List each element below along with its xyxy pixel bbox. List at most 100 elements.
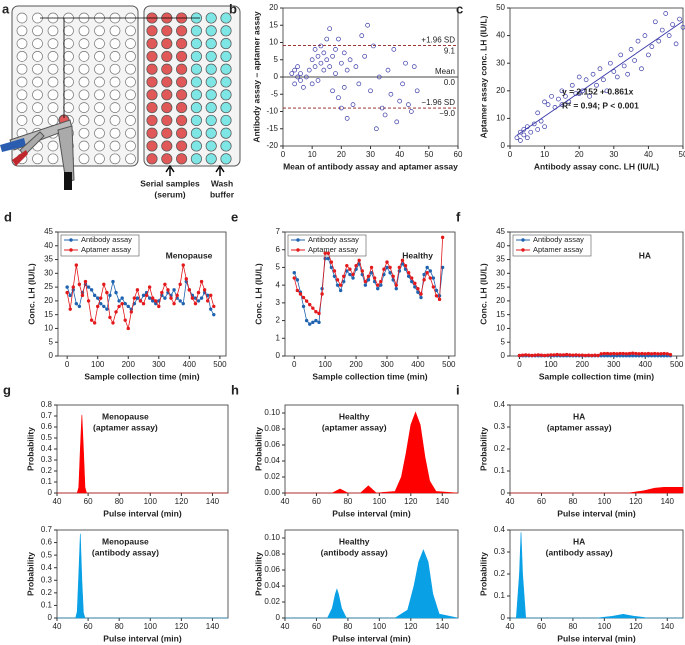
data-point bbox=[308, 322, 312, 326]
data-point bbox=[568, 353, 572, 357]
diagram-label: Wash bbox=[211, 178, 233, 188]
data-point bbox=[77, 282, 82, 287]
data-point bbox=[630, 351, 635, 355]
data-point bbox=[542, 353, 547, 358]
x-tick-label: 100 bbox=[544, 360, 558, 369]
data-point bbox=[102, 304, 106, 309]
well bbox=[146, 63, 158, 75]
data-point bbox=[120, 301, 124, 306]
chart-title: Menopause bbox=[102, 411, 149, 421]
data-point bbox=[129, 310, 134, 314]
well bbox=[47, 63, 59, 75]
data-point bbox=[416, 290, 420, 294]
well bbox=[78, 127, 90, 139]
x-tick-label: 30 bbox=[609, 150, 618, 159]
data-point bbox=[117, 299, 121, 303]
data-point bbox=[419, 292, 423, 296]
y-tick-label: 0.5 bbox=[41, 433, 53, 442]
data-point bbox=[605, 351, 610, 356]
data-point bbox=[668, 352, 673, 357]
well bbox=[161, 76, 173, 88]
well bbox=[16, 38, 28, 49]
x-tick-label: 400 bbox=[639, 360, 653, 369]
scatter-point bbox=[639, 66, 644, 72]
arrow bbox=[165, 164, 175, 176]
well bbox=[78, 153, 90, 165]
y-tick-label: 0.1 bbox=[494, 466, 506, 475]
data-point bbox=[388, 265, 392, 270]
y-tick-label: 0 bbox=[48, 488, 53, 497]
data-point bbox=[126, 304, 130, 309]
well bbox=[109, 89, 121, 101]
x-tick-label: 60 bbox=[312, 622, 321, 631]
data-point bbox=[311, 320, 315, 325]
x-tick-label: 0 bbox=[517, 360, 522, 369]
legend-label: Aptamer assay bbox=[308, 245, 358, 254]
data-point bbox=[431, 276, 436, 280]
x-axis-label: Sample collection time (min) bbox=[539, 371, 654, 381]
well bbox=[47, 38, 59, 49]
data-point bbox=[388, 271, 392, 275]
plate-left bbox=[11, 5, 139, 167]
chart-title: (aptamer assay) bbox=[547, 422, 612, 432]
density-area bbox=[285, 549, 459, 619]
y-tick-label: 20 bbox=[44, 296, 53, 305]
data-point bbox=[440, 265, 445, 270]
well bbox=[94, 76, 105, 88]
well bbox=[146, 102, 158, 114]
plot-frame bbox=[284, 231, 456, 357]
data-point bbox=[298, 292, 303, 296]
scatter-point bbox=[365, 22, 370, 28]
scatter-point bbox=[559, 102, 565, 107]
data-point bbox=[410, 279, 414, 284]
y-tick-label: 10 bbox=[496, 114, 505, 123]
well bbox=[32, 38, 43, 49]
wells bbox=[16, 12, 232, 165]
data-point bbox=[342, 274, 346, 278]
scatter-point bbox=[321, 50, 327, 56]
data-point bbox=[434, 294, 439, 298]
y-tick-label: 20 bbox=[496, 296, 505, 305]
well bbox=[16, 115, 28, 126]
well bbox=[220, 63, 232, 75]
data-point bbox=[74, 263, 79, 267]
scatter-point bbox=[566, 99, 572, 105]
data-point bbox=[329, 260, 334, 264]
scatter-point bbox=[625, 71, 630, 77]
scatter-point bbox=[406, 102, 411, 107]
data-point bbox=[301, 295, 306, 300]
data-point bbox=[437, 297, 442, 302]
chart-title: (aptamer assay) bbox=[93, 422, 158, 432]
data-point bbox=[209, 293, 213, 298]
fit-line bbox=[516, 20, 684, 136]
scatter-point bbox=[518, 138, 523, 143]
chart-panel: 0 100 200 300 400 500 0 5 10 15 20 25 30 35 40 45 Sample… bbox=[4, 209, 227, 381]
well bbox=[220, 89, 232, 101]
y-tick-label: 0.5 bbox=[41, 550, 53, 559]
data-point bbox=[311, 306, 315, 310]
y-tick-label: 30 bbox=[496, 58, 505, 67]
data-point bbox=[533, 353, 537, 357]
x-tick-label: 100 bbox=[144, 622, 158, 631]
x-tick-label: 300 bbox=[152, 360, 166, 369]
data-point bbox=[425, 271, 429, 275]
chart-title: HA bbox=[573, 411, 585, 421]
y-tick-label: 0.1 bbox=[41, 601, 53, 610]
y-tick-label: 15 bbox=[496, 310, 505, 319]
x-tick-label: 60 bbox=[312, 497, 321, 506]
data-point bbox=[92, 293, 97, 298]
y-tick-label: 0.7 bbox=[41, 411, 53, 420]
well bbox=[176, 102, 188, 114]
well bbox=[109, 63, 121, 75]
x-tick-label: 10 bbox=[308, 150, 317, 159]
well bbox=[190, 153, 202, 165]
reference-name: Mean bbox=[435, 67, 455, 76]
x-tick-label: 40 bbox=[281, 622, 290, 631]
x-tick-label: 60 bbox=[84, 497, 93, 506]
data-point bbox=[209, 307, 213, 311]
legend-label: Antibody assay bbox=[308, 235, 359, 244]
y-tick-label: 0.4 bbox=[494, 525, 506, 534]
y-tick-label: 0 bbox=[276, 351, 281, 360]
legend-box bbox=[60, 234, 140, 257]
scatter-point bbox=[673, 41, 679, 47]
